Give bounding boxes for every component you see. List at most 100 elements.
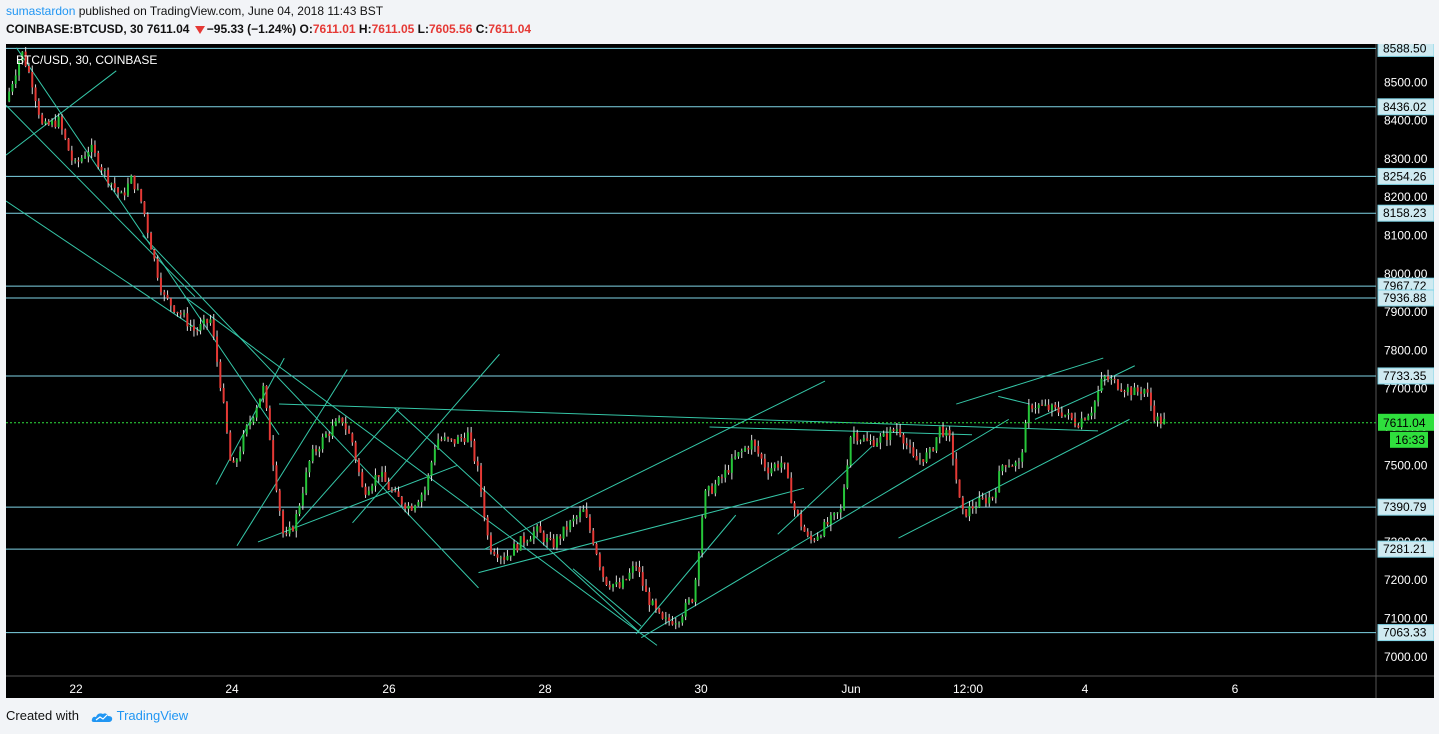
candle-body — [27, 66, 30, 72]
candle-body — [803, 526, 806, 532]
candle-body — [786, 463, 789, 478]
candle-body — [305, 472, 308, 494]
price-chart[interactable]: 7000.007100.007200.007300.007400.007500.… — [6, 44, 1434, 698]
candle-body — [740, 450, 743, 453]
candle-body — [668, 617, 671, 622]
chart-container[interactable]: 7000.007100.007200.007300.007400.007500.… — [6, 44, 1434, 698]
x-tick-label: 4 — [1082, 682, 1089, 696]
candle-body — [331, 425, 334, 436]
candle-body — [60, 116, 63, 130]
tradingview-link[interactable]: TradingView — [116, 708, 189, 723]
candle-body — [1021, 452, 1024, 462]
candle-body — [1083, 418, 1086, 420]
author-link[interactable]: sumastardon — [6, 4, 76, 18]
candle-body — [328, 433, 331, 436]
candle-body — [1067, 413, 1070, 415]
y-tick-label: 7500.00 — [1384, 458, 1428, 472]
candle-body — [945, 430, 948, 436]
candle-body — [948, 430, 951, 436]
candle-body — [711, 486, 714, 494]
candle-body — [443, 437, 446, 440]
candle-body — [595, 543, 598, 555]
candle-body — [717, 477, 720, 485]
x-tick-label: 12:00 — [953, 682, 983, 696]
candle-body — [932, 448, 935, 451]
candle-body — [555, 536, 558, 548]
tradingview-cloud-icon — [91, 712, 112, 722]
x-tick-label: Jun — [841, 682, 860, 696]
candle-body — [942, 426, 945, 436]
candle-body — [463, 438, 466, 442]
high-value: 7611.05 — [371, 22, 415, 36]
candle-body — [522, 536, 525, 543]
candle-body — [414, 505, 417, 511]
candle-body — [565, 526, 568, 530]
candle-body — [773, 464, 776, 469]
candle-body — [480, 465, 483, 492]
candle-body — [839, 509, 842, 513]
candle-body — [384, 472, 387, 482]
candle-body — [615, 582, 618, 585]
candle-body — [470, 432, 473, 441]
candle-body — [777, 464, 780, 468]
candle-body — [965, 509, 968, 517]
trend-line — [1034, 388, 1104, 420]
candle-body — [1054, 404, 1057, 408]
candle-body — [925, 452, 928, 463]
candle-body — [618, 582, 621, 588]
candle-body — [1011, 465, 1014, 467]
candle-body — [585, 509, 588, 518]
candle-body — [539, 526, 542, 533]
level-marker — [1377, 289, 1434, 307]
candle-body — [430, 462, 433, 476]
candle-body — [922, 459, 925, 463]
candle-body — [678, 622, 681, 624]
candle-body — [318, 449, 321, 452]
countdown-label: 16:33 — [1395, 433, 1425, 447]
candle-body — [377, 475, 380, 477]
candle-body — [704, 490, 707, 518]
candle-body — [437, 439, 440, 450]
candle-body — [1149, 392, 1152, 406]
published-text: published on TradingView.com, June 04, 2… — [75, 4, 384, 18]
x-tick-label: 26 — [382, 682, 396, 696]
y-tick-label: 7700.00 — [1384, 382, 1428, 396]
candle-body — [113, 183, 116, 188]
candle-body — [1136, 387, 1139, 392]
candle-body — [826, 522, 829, 525]
candle-body — [852, 432, 855, 438]
candle-body — [984, 498, 987, 504]
symbol-info: COINBASE:BTCUSD, 30 7611.04 −95.33 (−1.2… — [6, 22, 531, 36]
trend-line — [352, 353, 500, 524]
candle-body — [453, 439, 456, 444]
candle-body — [252, 417, 255, 422]
candle-body — [117, 187, 120, 193]
candle-body — [420, 494, 423, 503]
candle-body — [364, 486, 367, 495]
candle-body — [126, 183, 129, 196]
candle-body — [638, 567, 641, 573]
candle-body — [1090, 412, 1093, 416]
candle-body — [1001, 465, 1004, 472]
trend-line — [898, 418, 1130, 539]
candle-body — [77, 160, 80, 162]
candle-body — [905, 443, 908, 446]
candle-body — [892, 429, 895, 432]
price-change: −95.33 (−1.24%) — [206, 22, 297, 36]
candle-body — [658, 608, 661, 613]
candle-body — [902, 434, 905, 444]
candle-body — [301, 493, 304, 506]
candle-body — [100, 166, 103, 171]
candle-body — [549, 537, 552, 539]
candle-body — [1050, 404, 1053, 410]
candle-body — [684, 602, 687, 617]
candle-body — [140, 189, 143, 202]
candle-body — [872, 440, 875, 447]
candle-body — [1093, 401, 1096, 413]
candle-body — [54, 120, 57, 127]
candle-body — [262, 385, 265, 399]
candle-body — [744, 447, 747, 451]
level-label: 8436.02 — [1383, 100, 1427, 114]
candle-body — [961, 497, 964, 510]
candle-body — [483, 491, 486, 518]
